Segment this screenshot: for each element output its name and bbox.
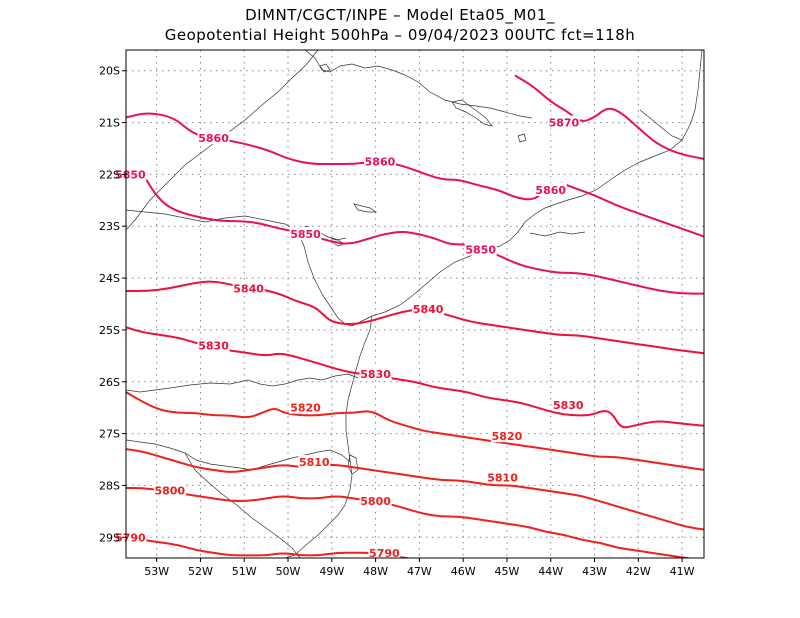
contour-label-background — [490, 429, 523, 443]
contour-label-5860: 5860 — [198, 132, 229, 145]
contour-label-5810: 5810 — [487, 472, 518, 485]
contour-label-5870: 5870 — [549, 117, 580, 130]
contour-5820 — [126, 391, 704, 471]
plot-frame — [125, 49, 705, 559]
lat-tick-label: 24S — [99, 272, 120, 285]
axis-ticks: 53W 52W 51W 50W 49W 48W 47W 46W 45W 44W 43W 42W 41W 2… — [99, 65, 695, 578]
contour-label-5830: 5830 — [553, 399, 584, 412]
coordinate-grid — [126, 50, 704, 558]
contour-label-background — [359, 366, 392, 380]
boundary-line — [126, 209, 373, 327]
lat-tick-label: 20S — [99, 65, 120, 78]
contour-label-5850: 5850 — [115, 168, 146, 181]
map-title-line-1: DIMNT/CGCT/INPE – Model Eta05_M01_ — [245, 6, 555, 24]
contour-label-5830: 5830 — [360, 368, 391, 381]
contour-label-background — [547, 115, 580, 129]
lat-tick-label: 26S — [99, 376, 120, 389]
lat-tick-label: 22S — [99, 168, 120, 181]
contour-label-5850: 5850 — [465, 244, 496, 257]
lon-tick-label: 45W — [495, 565, 520, 578]
lake-outline — [319, 63, 331, 73]
boundary-line — [126, 373, 359, 393]
contour-label-5800: 5800 — [154, 485, 185, 498]
contour-5800 — [126, 487, 694, 558]
lat-tick-label: 25S — [99, 324, 120, 337]
contour-label-5790: 5790 — [369, 547, 400, 560]
contour-5840 — [126, 280, 704, 355]
contour-label-background — [114, 167, 147, 181]
boundary-line — [529, 231, 586, 237]
contour-label-5860: 5860 — [535, 184, 566, 197]
lon-tick-label: 44W — [538, 565, 563, 578]
contour-label-background — [197, 131, 230, 145]
boundary-line — [304, 50, 533, 119]
lon-tick-label: 52W — [188, 565, 213, 578]
lon-tick-label: 46W — [451, 565, 476, 578]
boundary-line — [284, 315, 373, 558]
contour-5810 — [126, 448, 704, 531]
contour-label-5830: 5830 — [198, 339, 229, 352]
map-title-line-2: Geopotential Height 500hPa – 09/04/2023 … — [164, 26, 636, 44]
contour-labels: 5870 5860 5860 5860 5850 5850 5850 5840 5840 5830… — [114, 115, 585, 560]
boundary-line — [371, 50, 703, 317]
lon-tick-label: 47W — [407, 565, 432, 578]
contour-label-background — [359, 493, 392, 507]
contour-label-background — [412, 302, 445, 316]
contour-label-5810: 5810 — [299, 456, 330, 469]
contour-label-background — [552, 398, 585, 412]
lon-tick-label: 41W — [670, 565, 695, 578]
lake-outline — [353, 203, 378, 213]
contour-label-background — [289, 227, 322, 241]
contour-label-5820: 5820 — [492, 430, 523, 443]
contour-label-background — [114, 530, 147, 544]
lon-tick-label: 51W — [232, 565, 257, 578]
contour-label-5790: 5790 — [115, 531, 146, 544]
lon-tick-label: 48W — [363, 565, 388, 578]
contour-5870 — [514, 74, 704, 160]
boundary-line — [126, 439, 351, 471]
contour-label-background — [486, 470, 519, 484]
lat-tick-label: 28S — [99, 479, 120, 492]
contour-5850 — [126, 173, 704, 295]
lake-outline — [451, 99, 493, 127]
lon-tick-label: 49W — [319, 565, 344, 578]
lat-tick-label: 23S — [99, 220, 120, 233]
lake-outline — [347, 454, 359, 475]
lake-outline — [517, 133, 527, 143]
lat-tick-label: 27S — [99, 428, 120, 441]
contour-label-background — [232, 281, 265, 295]
lat-tick-label: 21S — [99, 117, 120, 130]
contour-label-5840: 5840 — [233, 282, 264, 295]
contour-label-background — [534, 182, 567, 196]
lon-tick-label: 53W — [144, 565, 169, 578]
contour-label-background — [368, 545, 401, 559]
contour-label-5800: 5800 — [360, 495, 391, 508]
contour-label-5840: 5840 — [413, 303, 444, 316]
lon-tick-label: 50W — [276, 565, 301, 578]
contour-label-background — [464, 242, 497, 256]
contour-label-background — [197, 338, 230, 352]
lat-tick-label: 29S — [99, 531, 120, 544]
contour-label-background — [289, 400, 322, 414]
contour-label-background — [298, 455, 331, 469]
lon-tick-label: 42W — [626, 565, 651, 578]
boundary-line — [184, 452, 301, 558]
contour-label-5820: 5820 — [290, 402, 321, 415]
contour-label-background — [363, 154, 396, 168]
height-contours — [126, 74, 704, 558]
contour-label-background — [153, 483, 186, 497]
contour-label-5860: 5860 — [365, 155, 396, 168]
lon-tick-label: 43W — [582, 565, 607, 578]
boundary-line — [639, 109, 683, 141]
contour-label-5850: 5850 — [290, 228, 321, 241]
